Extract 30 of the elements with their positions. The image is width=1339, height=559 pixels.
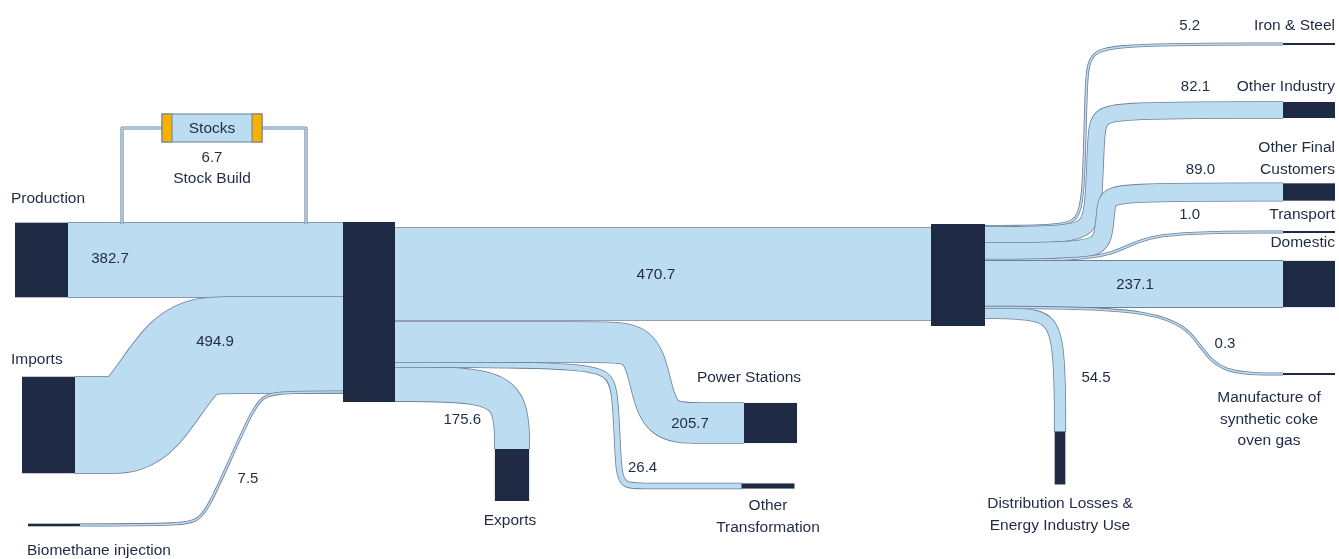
data-label: 205.7 (671, 414, 709, 431)
data-label: 5.2 (1179, 16, 1200, 33)
category-label: Power Stations (696, 368, 802, 385)
data-label: 82.1 (1180, 77, 1210, 94)
category-label: Production (11, 189, 86, 206)
category-label: Other Industry (1236, 77, 1336, 94)
category-label: Iron & Steel (1254, 16, 1335, 33)
data-label: 0.3 (1214, 334, 1236, 351)
category-label: Stock Build (173, 169, 251, 186)
data-label: 26.4 (628, 458, 658, 475)
data-label: 6.7 (201, 148, 223, 165)
data-label: 1.0 (1179, 205, 1200, 222)
category-label: Distribution Losses & Energy Industry Use (987, 494, 1134, 533)
data-label: 494.9 (196, 332, 234, 349)
data-label: 54.5 (1081, 368, 1111, 385)
category-label: Domestic (1270, 233, 1336, 250)
category-label: Other Transformation (716, 496, 820, 535)
category-label: Biomethane injection (27, 541, 171, 558)
category-label: Manufacture of synthetic coke oven gas (1217, 388, 1322, 448)
data-label: 89.0 (1185, 160, 1215, 177)
category-label: Transport (1269, 205, 1336, 222)
category-label: Exports (483, 511, 537, 528)
data-label: 382.7 (91, 249, 129, 266)
category-label: Other Final Customers (1258, 138, 1336, 177)
data-label: 7.5 (237, 469, 259, 486)
text: 470.7 (636, 265, 676, 282)
data-label: 237.1 (1116, 275, 1154, 292)
category-label: Imports (11, 350, 63, 367)
text: Stocks (188, 119, 236, 136)
data-label: 175.6 (443, 410, 481, 427)
